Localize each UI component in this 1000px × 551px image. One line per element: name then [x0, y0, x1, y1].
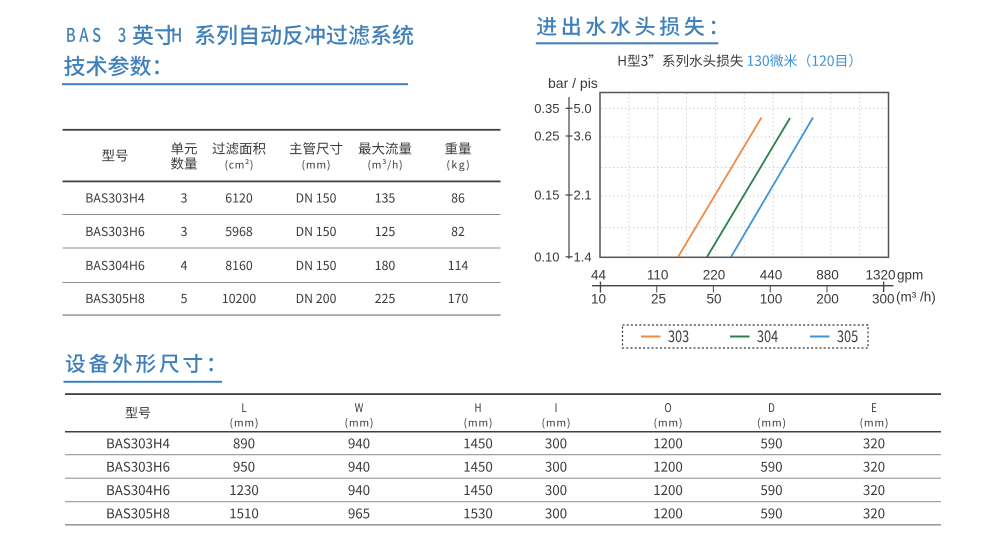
svg-text:3.6: 3.6	[574, 129, 592, 144]
svg-text:44: 44	[591, 268, 607, 283]
svg-text:1.4: 1.4	[574, 249, 592, 264]
svg-text:0.15: 0.15	[534, 188, 559, 203]
svg-text:880: 880	[816, 268, 839, 283]
svg-text:bar / pis: bar / pis	[548, 75, 598, 91]
svg-text:300: 300	[872, 291, 895, 306]
svg-text:440: 440	[760, 268, 783, 283]
svg-text:200: 200	[816, 291, 839, 306]
svg-text:10: 10	[591, 291, 606, 306]
svg-text:220: 220	[703, 268, 726, 283]
svg-text:0.10: 0.10	[534, 249, 559, 264]
svg-text:5.0: 5.0	[574, 101, 592, 116]
svg-text:2.1: 2.1	[574, 188, 592, 203]
svg-text:gpm: gpm	[897, 268, 923, 283]
svg-text:50: 50	[706, 291, 721, 306]
svg-text:110: 110	[647, 268, 669, 283]
svg-text:(m³ /h): (m³ /h)	[896, 289, 936, 304]
svg-text:0.35: 0.35	[534, 101, 559, 116]
svg-text:0.25: 0.25	[534, 129, 559, 144]
svg-text:25: 25	[651, 291, 666, 306]
svg-text:100: 100	[760, 291, 783, 306]
svg-text:1320: 1320	[865, 268, 895, 283]
